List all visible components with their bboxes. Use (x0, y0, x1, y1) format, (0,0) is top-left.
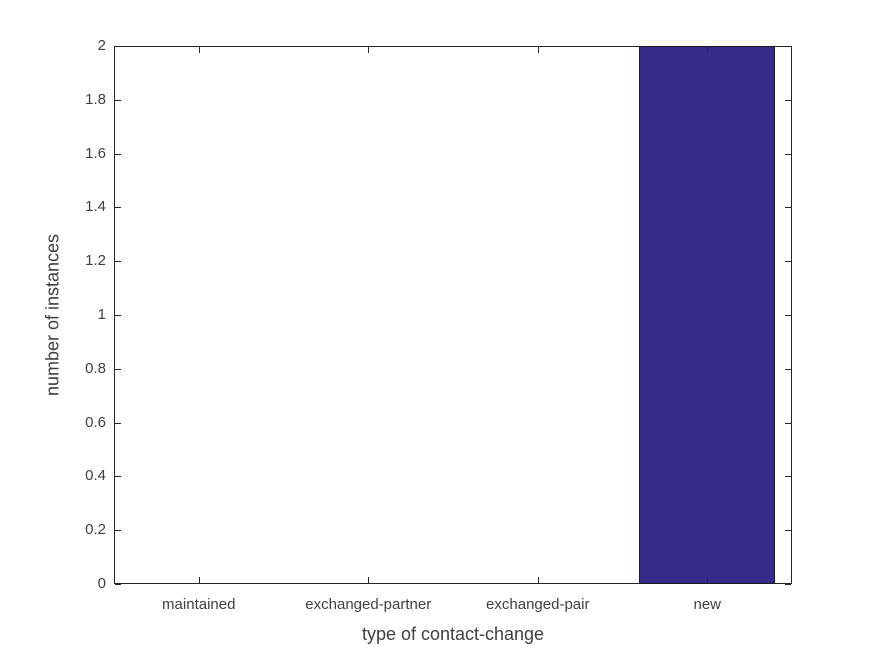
y-tick-right-1.6 (785, 153, 791, 155)
y-tick-left-1.8 (115, 99, 121, 101)
y-tick-label-0.8: 0.8 (85, 359, 106, 377)
y-tick-left-2 (115, 46, 121, 47)
y-tick-right-2 (785, 46, 791, 47)
y-tick-left-1.6 (115, 153, 121, 155)
x-tick-bottom-new (707, 577, 709, 583)
y-tick-label-2: 2 (97, 37, 106, 54)
y-tick-right-0.2 (785, 530, 791, 532)
y-axis-label: number of instances (42, 233, 63, 397)
x-tick-top-exchanged-pair (537, 47, 539, 53)
x-tick-top-maintained (198, 47, 200, 53)
y-tick-label-0.4: 0.4 (85, 467, 106, 485)
y-tick-right-0.8 (785, 368, 791, 370)
x-axis-label: type of contact-change (361, 624, 545, 644)
y-tick-label-1.4: 1.4 (85, 198, 106, 216)
x-tick-top-new (707, 47, 709, 53)
y-tick-right-1.4 (785, 207, 791, 209)
x-tick-label-exchanged-pair: exchanged-pair (486, 596, 590, 613)
y-tick-label-0: 0 (97, 575, 106, 592)
x-tick-bottom-maintained (198, 577, 200, 583)
y-tick-left-1.2 (115, 261, 121, 263)
y-tick-left-1 (115, 315, 121, 316)
y-tick-label-1.2: 1.2 (85, 252, 106, 270)
y-tick-right-1.2 (785, 261, 791, 263)
x-tick-top-exchanged-partner (368, 47, 370, 53)
y-tick-right-0 (785, 584, 791, 585)
y-tick-left-0 (115, 584, 121, 585)
y-tick-left-0.8 (115, 368, 121, 370)
y-tick-label-0.6: 0.6 (85, 413, 106, 431)
y-tick-left-1.4 (115, 207, 121, 209)
y-tick-right-0.6 (785, 422, 791, 424)
y-tick-left-0.2 (115, 530, 121, 532)
y-tick-label-0.2: 0.2 (85, 521, 106, 539)
y-tick-left-0.6 (115, 422, 121, 424)
y-tick-right-0.4 (785, 476, 791, 478)
x-tick-bottom-exchanged-partner (368, 577, 370, 583)
x-tick-bottom-exchanged-pair (537, 577, 539, 583)
x-tick-label-new: new (693, 596, 722, 613)
y-tick-label-1: 1 (97, 306, 106, 323)
y-tick-left-0.4 (115, 476, 121, 478)
bar-new (639, 46, 776, 584)
y-tick-right-1 (785, 315, 791, 316)
y-tick-right-1.8 (785, 99, 791, 101)
x-tick-label-exchanged-partner: exchanged-partner (305, 596, 432, 613)
x-tick-label-maintained: maintained (162, 596, 236, 613)
y-tick-label-1.8: 1.8 (85, 90, 106, 108)
y-tick-label-1.6: 1.6 (85, 144, 106, 162)
